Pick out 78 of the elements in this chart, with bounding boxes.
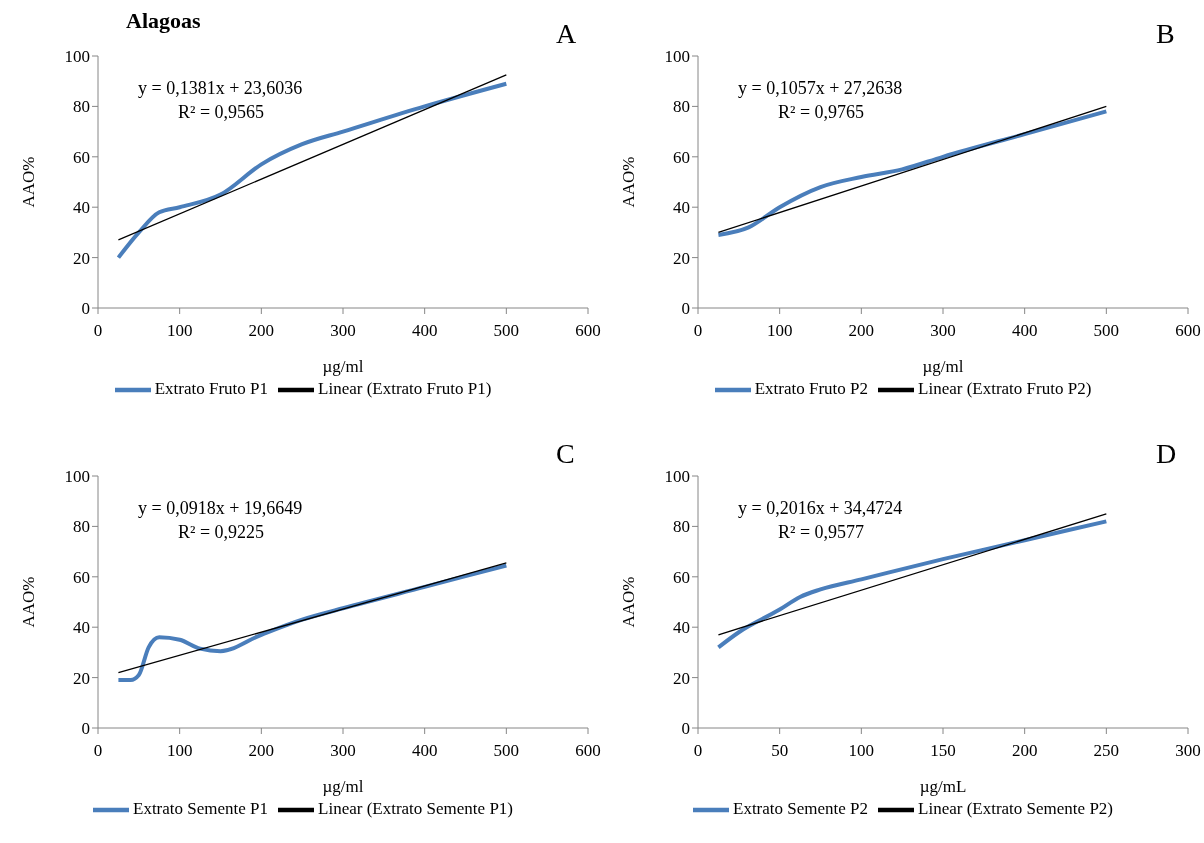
y-tick-label: 40	[673, 198, 690, 218]
y-axis-title: AAO%	[19, 576, 39, 628]
y-tick-label: 40	[73, 198, 90, 218]
legend-label: Extrato Semente P1	[133, 798, 269, 818]
legend-label: Linear (Extrato Fruto P2)	[918, 378, 1092, 398]
x-tick-label: 300	[330, 741, 356, 761]
y-tick-label: 60	[73, 147, 90, 167]
y-tick-label: 20	[73, 248, 90, 268]
annotation: R² = 0,9577	[778, 522, 865, 543]
x-axis-title: µg/ml	[922, 357, 964, 376]
y-tick-label: 80	[673, 517, 690, 537]
y-axis-title: AAO%	[619, 156, 639, 208]
x-tick-label: 400	[411, 321, 438, 341]
x-tick-label: 100	[166, 321, 193, 341]
x-tick-label: 200	[1011, 741, 1038, 761]
text: A	[556, 18, 577, 50]
y-tick-label: 100	[64, 467, 90, 487]
y-tick-label: 80	[73, 97, 90, 117]
y-tick-label: 60	[673, 567, 690, 587]
x-tick-label: 400	[1011, 321, 1038, 341]
y-tick-label: 20	[73, 668, 90, 688]
y-tick-label: 20	[673, 248, 690, 268]
y-tick-label: 60	[73, 567, 90, 587]
annotation: y = 0,2016x + 34,4724	[738, 498, 903, 519]
y-tick-label: 0	[681, 299, 690, 319]
x-tick-label: 300	[930, 321, 956, 341]
legend-label: Extrato Semente P2	[733, 798, 869, 818]
x-axis-title: µg/ml	[322, 357, 364, 376]
annotation: y = 0,0918x + 19,6649	[138, 498, 303, 519]
y-tick-label: 40	[673, 618, 690, 638]
legend-label: Extrato Fruto P2	[754, 378, 869, 398]
x-tick-label: 100	[848, 741, 875, 761]
x-tick-label: 200	[248, 741, 275, 761]
x-tick-label: 600	[1175, 321, 1201, 341]
legend-label: Extrato Fruto P1	[154, 378, 269, 398]
text: C	[556, 438, 575, 470]
line-series	[716, 519, 1109, 650]
y-tick-label: 0	[81, 299, 90, 319]
y-axis-title: AAO%	[619, 576, 639, 628]
x-tick-label: 300	[1175, 741, 1201, 761]
y-tick-label: 20	[673, 668, 690, 688]
y-tick-label: 100	[664, 467, 690, 487]
x-axis-title: µg/mL	[919, 777, 967, 796]
annotation: R² = 0,9565	[178, 102, 265, 123]
x-axis-title: µg/ml	[322, 777, 364, 796]
y-tick-label: 100	[664, 47, 690, 67]
annotation: R² = 0,9765	[778, 102, 865, 123]
y-tick-label: 80	[73, 517, 90, 537]
x-tick-label: 600	[575, 321, 601, 341]
chart-title: Alagoas	[126, 8, 201, 34]
x-tick-label: 150	[930, 741, 956, 761]
x-tick-label: 200	[248, 321, 275, 341]
x-tick-label: 300	[330, 321, 356, 341]
y-tick-label: 100	[64, 47, 90, 67]
text: D	[1156, 438, 1177, 470]
x-tick-label: 250	[1093, 741, 1120, 761]
legend-label: Linear (Extrato Fruto P1)	[318, 378, 492, 398]
x-tick-label: 400	[411, 741, 438, 761]
annotation: R² = 0,9225	[178, 522, 265, 543]
x-tick-label: 500	[493, 321, 520, 341]
text: B	[1156, 18, 1175, 50]
x-tick-label: 500	[493, 741, 520, 761]
x-tick-label: 600	[575, 741, 601, 761]
x-tick-label: 100	[166, 741, 193, 761]
x-tick-label: 50	[771, 741, 789, 761]
y-axis-title: AAO%	[19, 156, 39, 208]
annotation: y = 0,1057x + 27,2638	[738, 78, 903, 99]
legend-label: Linear (Extrato Semente P2)	[918, 798, 1113, 818]
x-tick-label: 500	[1093, 321, 1120, 341]
x-tick-label: 100	[766, 321, 793, 341]
y-tick-label: 40	[73, 618, 90, 638]
x-tick-label: 200	[848, 321, 875, 341]
annotation: y = 0,1381x + 23,6036	[138, 78, 303, 99]
legend-label: Linear (Extrato Semente P1)	[318, 798, 513, 818]
y-tick-label: 80	[673, 97, 690, 117]
y-tick-label: 0	[81, 719, 90, 739]
y-tick-label: 60	[673, 147, 690, 167]
y-tick-label: 0	[681, 719, 690, 739]
